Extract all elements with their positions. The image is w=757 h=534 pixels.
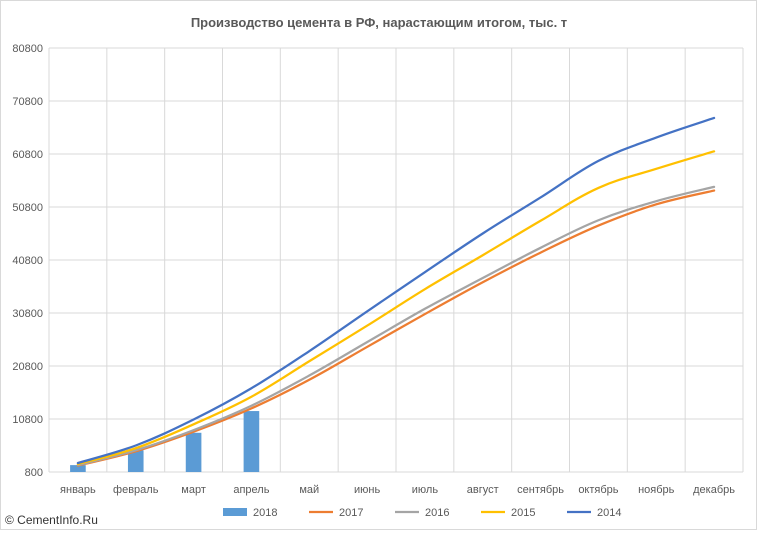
chart-title: Производство цемента в РФ, нарастающим и… — [191, 15, 567, 30]
y-tick-label: 40800 — [12, 255, 43, 267]
x-tick-label: июнь — [354, 484, 380, 496]
x-tick-label: октябрь — [578, 484, 618, 496]
y-tick-label: 60800 — [12, 149, 43, 161]
legend-swatch-2018 — [223, 508, 247, 516]
y-tick-label: 50800 — [12, 202, 43, 214]
bar-2018 — [243, 411, 260, 472]
x-tick-label: июль — [412, 484, 439, 496]
y-tick-label: 20800 — [12, 361, 43, 373]
legend-label-2015: 2015 — [511, 507, 535, 519]
y-tick-label: 70800 — [12, 96, 43, 108]
bar-2018 — [185, 432, 202, 472]
bars-2018 — [70, 411, 260, 472]
x-tick-label: сентябрь — [517, 484, 564, 496]
watermark: © CementInfo.Ru — [5, 513, 98, 527]
line-2017 — [76, 189, 716, 467]
legend-label-2017: 2017 — [339, 507, 363, 519]
y-axis-tick-labels: 80800 70800 60800 50800 40800 30800 20800 10800… — [12, 43, 43, 479]
x-tick-label: август — [467, 484, 499, 496]
line-2014 — [76, 116, 716, 465]
x-tick-label: май — [299, 484, 319, 496]
x-tick-label: апрель — [233, 484, 269, 496]
legend-label-2016: 2016 — [425, 507, 449, 519]
bar-2018 — [127, 450, 144, 472]
y-tick-label: 800 — [25, 467, 43, 479]
legend-label-2018: 2018 — [253, 507, 277, 519]
line-2016 — [76, 185, 716, 467]
legend-label-2014: 2014 — [597, 507, 621, 519]
x-tick-label: январь — [60, 484, 96, 496]
x-axis-tick-labels: январь февраль март апрель май июнь июль август… — [60, 484, 735, 496]
x-tick-label: ноябрь — [638, 484, 675, 496]
line-2015 — [76, 150, 716, 466]
x-tick-label: март — [181, 484, 206, 496]
y-tick-label: 10800 — [12, 414, 43, 426]
x-tick-label: декабрь — [693, 484, 735, 496]
gridlines — [48, 47, 744, 473]
bar-2018 — [70, 465, 86, 472]
y-tick-label: 80800 — [12, 43, 43, 55]
x-tick-label: февраль — [113, 484, 159, 496]
y-tick-label: 30800 — [12, 308, 43, 320]
legend: 2018 2017 2016 2015 2014 — [223, 507, 621, 519]
lines — [76, 116, 716, 467]
